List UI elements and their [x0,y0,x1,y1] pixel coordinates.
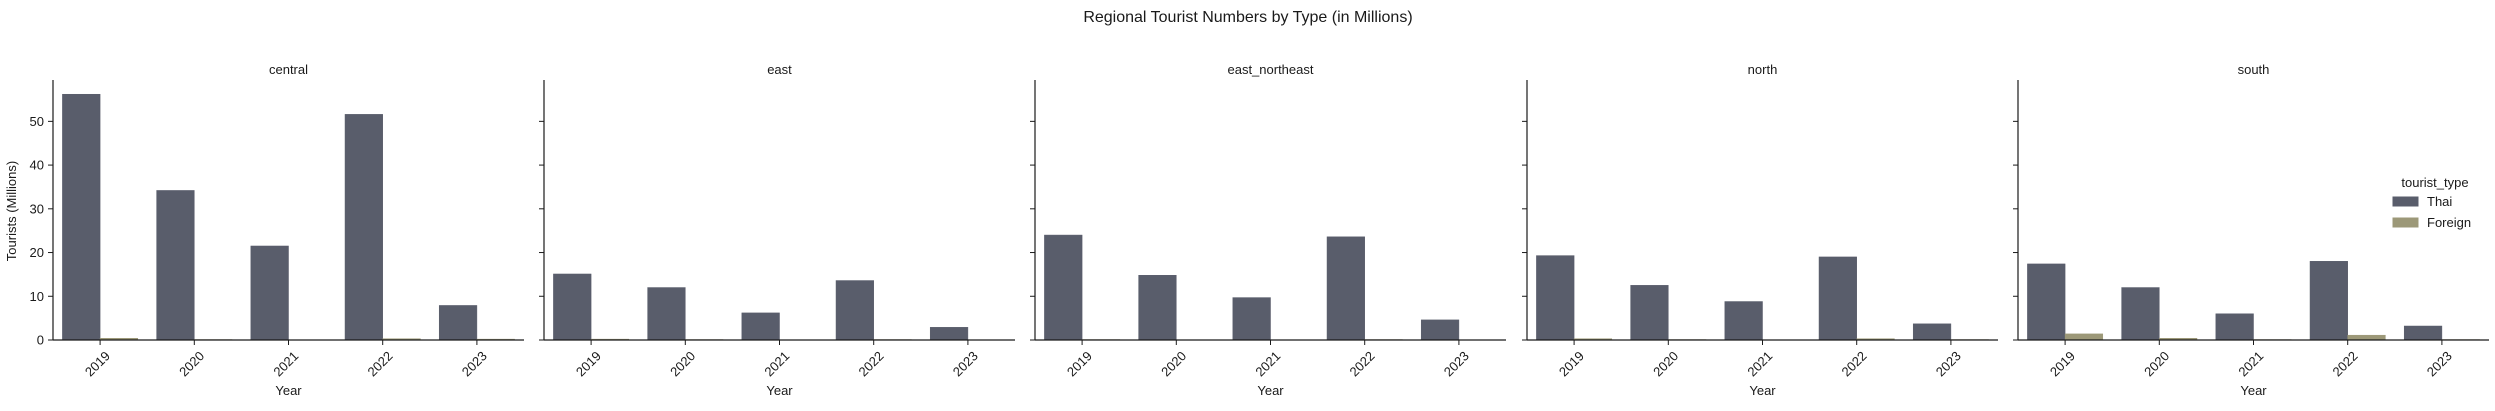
x-tick-label: 2021 [2235,348,2266,379]
x-tick-label: 2021 [1744,348,1775,379]
bar-thai-2020 [1139,275,1177,340]
bar-thai-2020 [1631,285,1669,340]
bar-foreign-2019 [2065,334,2103,340]
bar-thai-2021 [251,246,289,340]
y-tick-label: 30 [30,201,44,216]
facet-title: east [767,62,792,77]
x-tick-label: 2023 [1933,348,1964,379]
bar-thai-2019 [1044,235,1082,340]
x-axis-label: Year [1257,383,1284,398]
y-tick-label: 50 [30,114,44,129]
x-axis-label: Year [275,383,302,398]
x-tick-label: 2019 [1556,348,1587,379]
x-axis-label: Year [2240,383,2267,398]
facet-title: east_northeast [1227,62,1313,77]
y-tick-label: 0 [37,333,44,348]
bar-thai-2021 [1233,298,1271,340]
x-tick-label: 2021 [1252,348,1283,379]
legend-title: tourist_type [2401,175,2468,190]
bar-thai-2021 [2216,314,2254,340]
panels-layer: central 0 10 20 30 40 50 2019 2020 2021 2022 2023 Ye… [4,62,2489,398]
x-tick-label: 2022 [2330,348,2361,379]
facet-panel-south: south 2019 2020 2021 2022 2023 Year [2013,62,2489,398]
x-tick-label: 2023 [1441,348,1472,379]
facet-panel-north: north 2019 2020 2021 2022 2023 Year [1522,62,1998,398]
x-tick-label: 2019 [573,348,604,379]
bar-thai-2022 [1327,237,1365,340]
chart-title: Regional Tourist Numbers by Type (in Mil… [1083,9,1412,26]
x-tick-label: 2023 [459,348,490,379]
bar-thai-2021 [742,313,780,340]
x-tick-label: 2020 [1650,348,1681,379]
bar-thai-2019 [2027,264,2065,340]
x-tick-label: 2020 [176,348,207,379]
bar-thai-2020 [648,288,686,340]
legend-label-thai: Thai [2427,194,2452,209]
x-tick-label: 2021 [270,348,301,379]
bar-thai-2019 [1536,256,1574,340]
x-tick-label: 2020 [1158,348,1189,379]
bar-thai-2019 [553,274,591,340]
legend-swatch-foreign [2393,218,2418,227]
x-tick-label: 2022 [365,348,396,379]
facet-panel-central: central 0 10 20 30 40 50 2019 2020 2021 2022 2023 Ye… [30,62,524,398]
x-tick-label: 2023 [950,348,981,379]
legend: tourist_type Thai Foreign [2393,175,2471,230]
bar-thai-2021 [1725,302,1763,340]
facet-title: central [269,62,308,77]
x-tick-label: 2021 [761,348,792,379]
x-tick-label: 2019 [82,348,113,379]
x-axis-label: Year [766,383,793,398]
bar-thai-2023 [930,327,968,340]
x-tick-label: 2023 [2424,348,2455,379]
bar-thai-2023 [439,305,477,340]
y-tick-label: 20 [30,245,44,260]
x-tick-label: 2022 [856,348,887,379]
x-tick-label: 2020 [667,348,698,379]
x-axis-label: Year [1749,383,1776,398]
y-tick-label: 10 [30,289,44,304]
bar-thai-2023 [1421,320,1459,340]
bar-thai-2022 [2310,261,2348,340]
x-tick-label: 2022 [1839,348,1870,379]
x-tick-label: 2020 [2141,348,2172,379]
bar-thai-2019 [62,94,100,340]
bar-thai-2022 [836,281,874,340]
bar-thai-2023 [2404,326,2442,340]
bar-thai-2022 [345,114,383,340]
bar-thai-2020 [157,190,195,340]
x-tick-label: 2019 [2047,348,2078,379]
y-axis-label: Tourists (Millions) [4,161,19,261]
facet-title: north [1748,62,1778,77]
facet-panel-east: east 2019 2020 2021 2022 2023 Year [539,62,1015,398]
bar-thai-2020 [2122,288,2160,340]
facet-title: south [2238,62,2270,77]
bar-thai-2023 [1913,324,1951,340]
legend-swatch-thai [2393,197,2418,206]
x-tick-label: 2022 [1347,348,1378,379]
x-tick-label: 2019 [1064,348,1095,379]
legend-label-foreign: Foreign [2427,215,2471,230]
facet-panel-east-northeast: east_northeast 2019 2020 2021 2022 2023 Year [1030,62,1506,398]
y-tick-label: 40 [30,158,44,173]
bar-foreign-2022 [2348,335,2386,340]
bar-thai-2022 [1819,257,1857,340]
